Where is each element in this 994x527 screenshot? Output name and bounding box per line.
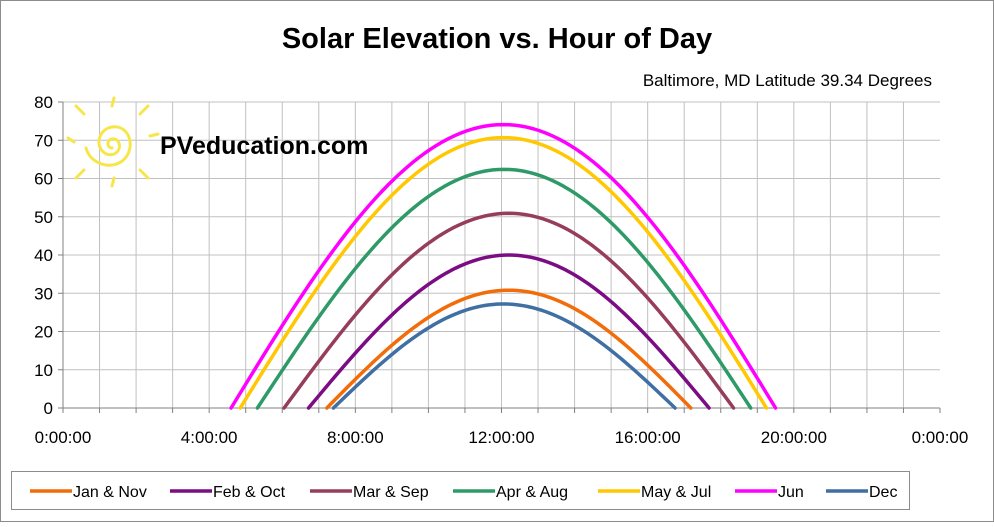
legend-label: Dec: [869, 484, 897, 501]
legend-label: Feb & Oct: [213, 484, 286, 501]
series-lines: [229, 122, 778, 410]
x-tick-label: 8:00:00: [327, 428, 384, 447]
sun-logo-icon: [66, 96, 160, 188]
watermark-text: PVeducation.com: [160, 132, 368, 160]
series-line: [282, 211, 736, 410]
chart-subtitle: Baltimore, MD Latitude 39.34 Degrees: [643, 71, 932, 90]
y-tick-label: 10: [34, 361, 53, 380]
legend-label: Jun: [778, 484, 804, 501]
x-tick-label: 16:00:00: [615, 428, 681, 447]
legend-label: Apr & Aug: [496, 484, 568, 501]
legend: Jan & Nov Feb & Oct Mar & Sep Apr & Aug May …: [30, 484, 897, 501]
series-line: [238, 135, 769, 410]
y-tick-label: 80: [34, 93, 53, 112]
x-tick-label: 12:00:00: [468, 428, 534, 447]
series-line: [325, 288, 693, 410]
x-tick-label: 4:00:00: [181, 428, 238, 447]
y-tick-label: 40: [34, 246, 53, 265]
series-line: [331, 302, 677, 410]
series-line: [255, 167, 753, 410]
x-tick-label: 0:00:00: [912, 428, 969, 447]
legend-label: Mar & Sep: [353, 484, 429, 501]
y-tick-label: 30: [34, 284, 53, 303]
y-tick-label: 70: [34, 131, 53, 150]
legend-label: Jan & Nov: [73, 484, 147, 501]
y-tick-label: 0: [44, 399, 53, 418]
series-line: [229, 122, 778, 410]
y-tick-label: 20: [34, 323, 53, 342]
y-tick-label: 60: [34, 170, 53, 189]
series-line: [306, 253, 711, 410]
chart-title: Solar Elevation vs. Hour of Day: [282, 23, 712, 55]
grid: [63, 101, 940, 408]
y-tick-label: 50: [34, 208, 53, 227]
x-tick-label: 0:00:00: [35, 428, 92, 447]
x-tick-label: 20:00:00: [761, 428, 827, 447]
axes: 0 10 20 30 40 50 60 70 80 0:00:00 4:00:00 8:00:00 12…: [34, 93, 968, 447]
legend-label: May & Jul: [641, 484, 711, 501]
